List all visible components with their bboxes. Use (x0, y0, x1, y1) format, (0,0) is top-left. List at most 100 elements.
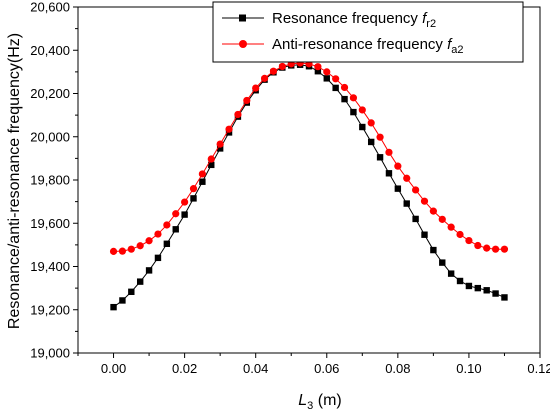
data-point (216, 145, 224, 152)
x-tick-label: 0.04 (243, 361, 268, 376)
data-point (474, 241, 482, 250)
legend-label-anti-resonance: Anti-resonance frequency fa2 (272, 36, 464, 56)
data-point (163, 240, 171, 247)
x-axis-title-var: L (298, 392, 307, 409)
y-tick-label: 19,800 (30, 173, 70, 188)
data-point (340, 83, 349, 92)
data-point (118, 247, 127, 255)
data-point (376, 133, 384, 141)
x-tick-label: 0.08 (385, 361, 410, 376)
x-axis-title-unit: (m) (313, 392, 341, 409)
legend-marker-circle (239, 40, 247, 48)
data-point (234, 110, 242, 119)
data-point (252, 84, 260, 92)
y-tick-label: 19,000 (30, 346, 70, 361)
data-point (323, 68, 331, 76)
data-point (438, 215, 446, 223)
data-point (119, 297, 126, 304)
y-tick-label: 20,200 (30, 86, 70, 101)
y-tick-label: 20,400 (30, 43, 70, 58)
data-point (199, 178, 206, 185)
data-point (403, 200, 410, 207)
data-point (359, 123, 366, 131)
data-point (181, 198, 189, 206)
data-point (465, 236, 473, 245)
data-point (181, 211, 188, 218)
data-point (332, 75, 340, 83)
data-point (136, 242, 144, 250)
data-point (403, 174, 411, 182)
legend-marker-square (239, 14, 246, 22)
data-point (323, 75, 330, 82)
data-point (483, 287, 490, 294)
data-point (420, 197, 429, 205)
data-point (412, 186, 420, 194)
data-point (447, 223, 455, 231)
data-point (367, 119, 375, 127)
series-resonance (110, 61, 508, 311)
data-point (456, 277, 464, 285)
data-point (154, 230, 162, 238)
data-point (376, 154, 384, 161)
data-point (128, 288, 135, 296)
data-point (260, 74, 269, 82)
data-point (172, 226, 179, 233)
data-point (269, 67, 278, 75)
data-point (154, 254, 162, 262)
y-tick-label: 19,400 (30, 259, 70, 274)
data-point (447, 270, 455, 277)
legend-entry-resonance: Resonance frequency fr2 (222, 10, 436, 30)
data-point (189, 185, 198, 193)
data-point (501, 294, 508, 301)
x-tick-label: 0.12 (527, 361, 550, 376)
data-point (412, 215, 419, 223)
data-point (225, 125, 233, 133)
y-tick-label: 19,600 (30, 216, 70, 231)
plot-series (109, 59, 509, 311)
data-point (190, 195, 197, 202)
data-point (278, 62, 286, 71)
data-point (136, 278, 144, 285)
data-point (341, 95, 348, 103)
legend-box (212, 1, 524, 63)
series-anti-resonance (109, 59, 509, 255)
data-point (208, 161, 215, 169)
legend-label-resonance: Resonance frequency fr2 (272, 10, 436, 30)
series-line (113, 62, 505, 252)
data-point (430, 246, 437, 254)
data-point (314, 63, 322, 71)
x-axis-title: L3 (m) (298, 392, 341, 412)
data-point (500, 245, 509, 253)
legend: Resonance frequency fr2 Anti-resonance f… (212, 1, 524, 63)
data-point (358, 106, 366, 114)
y-tick-label: 20,000 (30, 129, 70, 144)
data-point (349, 94, 358, 102)
data-point (350, 108, 357, 116)
data-point (456, 230, 464, 239)
data-point (207, 155, 215, 163)
data-point (394, 185, 402, 192)
data-point (163, 221, 171, 229)
data-point (145, 237, 153, 245)
x-tick-label: 0.00 (101, 361, 126, 376)
data-point (421, 231, 428, 238)
data-point (429, 207, 437, 215)
data-point (109, 247, 118, 255)
data-point (332, 84, 339, 92)
y-axis-title: Resonance/anti-resonance frequency(Hz) (6, 33, 23, 329)
data-point (385, 170, 393, 177)
data-point (385, 148, 393, 156)
data-point (243, 96, 251, 105)
data-point (367, 138, 375, 146)
data-point (439, 259, 446, 266)
data-point (198, 170, 206, 178)
y-tick-label: 20,600 (30, 0, 70, 15)
data-point (145, 267, 153, 274)
data-point (216, 140, 224, 148)
y-tick-label: 19,200 (30, 302, 70, 317)
data-point (483, 244, 491, 252)
data-point (314, 68, 322, 75)
x-tick-label: 0.06 (314, 361, 339, 376)
data-point (492, 290, 499, 297)
axes: 0.00 0.02 0.04 0.06 0.08 0.10 0.12 19,000 19,200… (30, 0, 550, 376)
